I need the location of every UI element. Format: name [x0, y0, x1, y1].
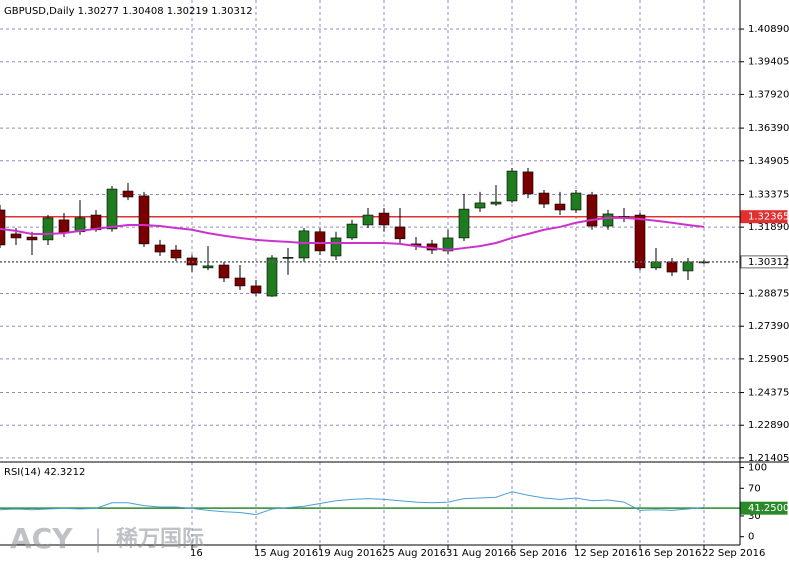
y-tick-label: 1.24375: [748, 388, 789, 399]
x-tick-label: 31 Aug 2016: [446, 548, 510, 559]
candle-body: [666, 261, 678, 273]
y-tick-label: 1.25905: [748, 354, 789, 365]
candle-body: [330, 237, 342, 257]
y-tick-label: 1.21405: [748, 453, 789, 464]
level-label-box: [740, 501, 788, 515]
y-tick-label: 70: [748, 483, 761, 494]
candle-body: [378, 212, 390, 226]
level-label-box: [740, 255, 788, 269]
watermark-name: 稀万国际: [116, 526, 204, 552]
indicator-line: [0, 491, 705, 516]
level-label: 41.2500: [748, 503, 789, 514]
candle-body: [570, 192, 582, 211]
y-tick-label: 1.28875: [748, 289, 789, 300]
y-tick-label: 1.31890: [748, 222, 789, 233]
candle-body: [346, 223, 358, 239]
data-layer: 1.32365 1.30312 41.2500: [0, 167, 789, 516]
candle-body: [234, 277, 246, 287]
x-tick-label: 12 Sep 2016: [574, 548, 637, 559]
y-tick-label: 1.34905: [748, 156, 789, 167]
y-tick-label: 1.40890: [748, 24, 789, 35]
candle-body: [490, 201, 502, 205]
x-tick-label: 25 Aug 2016: [382, 548, 446, 559]
chart-title: GBPUSD,Daily 1.30277 1.30408 1.30219 1.3…: [4, 6, 253, 17]
candle-body: [554, 203, 566, 211]
x-tick-label: 22 Sep 2016: [702, 548, 765, 559]
y-tick-label: 1.33375: [748, 189, 789, 200]
level-label: 1.32365: [748, 212, 789, 223]
candle-body: [10, 233, 22, 239]
candle-body: [602, 213, 614, 227]
y-tick-label: 1.22890: [748, 420, 789, 431]
candle-body: [362, 214, 374, 226]
y-tick-label: 100: [748, 463, 767, 474]
candle-body: [586, 194, 598, 227]
candle-body: [0, 209, 6, 246]
watermark-brand: ACY: [10, 522, 73, 555]
candle-body: [58, 219, 70, 234]
y-tick-label: 1.36390: [748, 123, 789, 134]
watermark: ACY | 稀万国际: [10, 522, 204, 555]
candle-body: [314, 231, 326, 252]
candle-body: [650, 261, 662, 269]
x-tick-label: 19 Aug 2016: [318, 548, 382, 559]
candle-body: [458, 208, 470, 239]
x-tick-label: 6 Sep 2016: [510, 548, 567, 559]
y-tick-label: 1.39405: [748, 57, 789, 68]
candle-body: [506, 170, 518, 202]
rsi-title: RSI(14) 42.3212: [4, 467, 85, 478]
x-tick-label: 16: [190, 548, 203, 559]
candle-body: [474, 202, 486, 209]
candle-body: [218, 264, 230, 279]
candle-body: [138, 195, 150, 245]
x-tick-label: 16 Sep 2016: [638, 548, 701, 559]
candle-body: [394, 226, 406, 240]
candle-body: [42, 217, 54, 241]
y-tick-label: 30: [748, 511, 761, 522]
candle-body: [154, 244, 166, 253]
candle-body: [634, 214, 646, 269]
candle-body: [250, 285, 262, 294]
watermark-separator: |: [94, 525, 102, 553]
indicator-line: [0, 216, 705, 252]
candle-body: [282, 257, 294, 259]
candle-body: [106, 188, 118, 230]
candle-body: [522, 171, 534, 195]
candle-body: [202, 265, 214, 269]
level-label: 1.30312: [748, 257, 789, 268]
candle-body: [298, 230, 310, 259]
candle-body: [26, 236, 38, 241]
y-tick-label: 0: [748, 532, 754, 543]
y-tick-label: 1.37920: [748, 89, 789, 100]
level-label-box: [740, 210, 788, 224]
candle-body: [266, 257, 278, 297]
x-tick-label: 15 Aug 2016: [254, 548, 318, 559]
candle-body: [682, 261, 694, 272]
candle-body: [538, 192, 550, 205]
y-tick-label: 1.27390: [748, 321, 789, 332]
candle-body: [170, 249, 182, 259]
candle-body: [122, 190, 134, 198]
